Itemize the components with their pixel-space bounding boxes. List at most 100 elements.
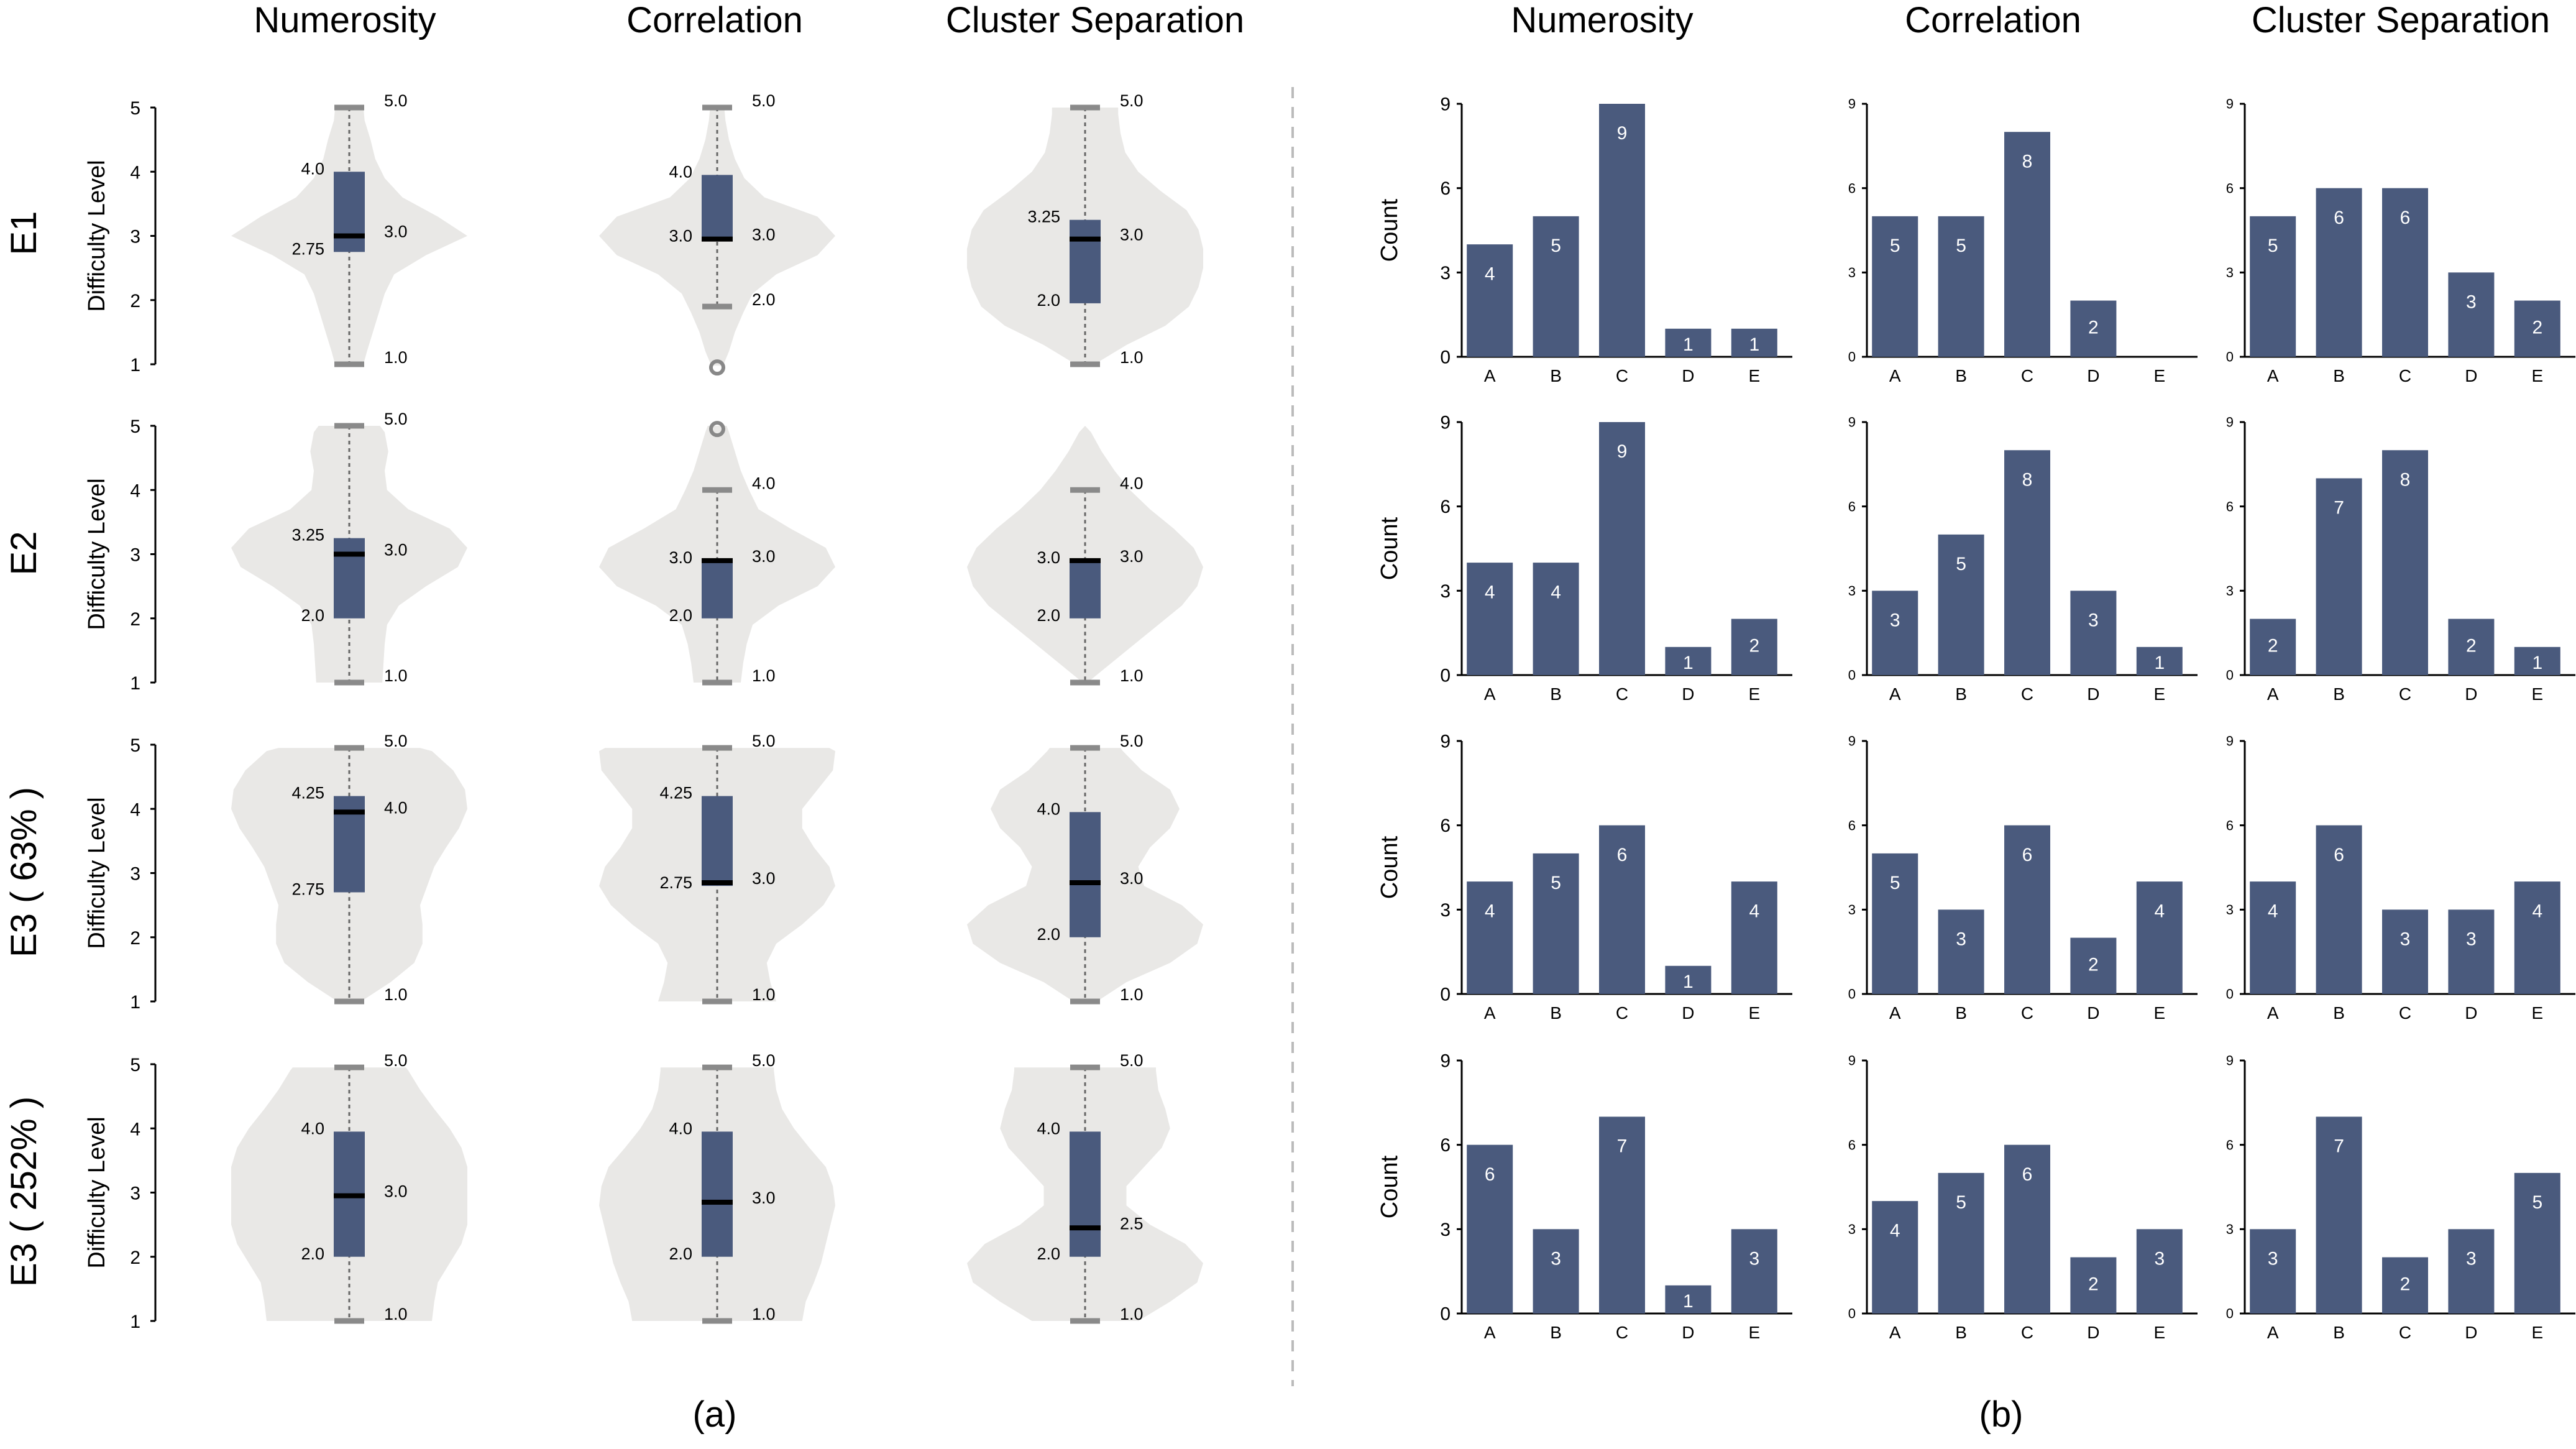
bar: [1665, 1285, 1712, 1313]
x-tick-label: A: [2267, 684, 2279, 704]
max-label: 5.0: [384, 732, 408, 750]
y-tick-label: 3: [130, 227, 140, 247]
y-tick-label: 0: [1440, 985, 1451, 1005]
bar-chart: 0 3 6 9 4 A 6 B 3 C 3 D 4 E: [2226, 734, 2575, 1023]
violin-plot: 5.0 2.0 4.0 3.0 3.0: [599, 91, 835, 376]
x-tick-label: B: [2333, 1003, 2345, 1023]
bar-value-label: 9: [1617, 123, 1628, 144]
q3-label: 3.0: [1037, 548, 1060, 567]
bar-value-label: 2: [2088, 954, 2099, 975]
bar: [1938, 1172, 1984, 1313]
x-tick-label: E: [2531, 366, 2543, 385]
x-tick-label: E: [2531, 1003, 2543, 1023]
y-tick-label: 9: [2226, 1053, 2234, 1069]
violin-plot: 5.0 1.0 3.25 2.0 3.0: [967, 91, 1203, 367]
min-label: 1.0: [384, 666, 408, 685]
violin-plot: 5.0 1.0 4.0 2.75 3.0: [231, 91, 467, 367]
y-tick-label: 9: [1848, 96, 1856, 112]
box-iqr: [1070, 1131, 1101, 1257]
min-label: 1.0: [1120, 1305, 1144, 1323]
y-axis-label: Difficulty Level: [84, 797, 110, 949]
y-tick-label: 2: [130, 291, 140, 311]
y-axis-label: Difficulty Level: [84, 160, 110, 311]
y-tick-label: 0: [1848, 349, 1856, 365]
bar-value-label: 1: [1683, 972, 1694, 992]
q1-label: 2.0: [1037, 1244, 1060, 1263]
x-tick-label: A: [2267, 366, 2279, 385]
x-tick-label: A: [2267, 1003, 2279, 1023]
y-tick-label: 3: [1848, 265, 1856, 280]
bar-value-label: 2: [2400, 1274, 2411, 1294]
x-tick-label: C: [2021, 1323, 2033, 1342]
bar-value-label: 2: [2088, 1274, 2099, 1294]
y-axis-label: Count: [1377, 1155, 1403, 1218]
bar: [2316, 188, 2362, 357]
y-tick-label: 4: [130, 162, 140, 183]
box-iqr: [1070, 812, 1101, 937]
x-tick-label: B: [1955, 366, 1967, 385]
bar: [1533, 853, 1579, 994]
bar-row: Count 0 3 6 9 4 A 5 B 9 C 1 D 1 E 0 3 6 9 5 A 5 B 8 C 2 D E 0 3 6 9 5 A 6 B…: [1377, 94, 2575, 385]
x-tick-label: C: [1616, 1323, 1628, 1342]
q3-label: 4.0: [669, 1119, 692, 1138]
bar-chart: 0 3 6 9 2 A 7 B 8 C 2 D 1 E: [2226, 415, 2575, 704]
median-label: 3.0: [1120, 226, 1144, 244]
x-tick-label: C: [2399, 684, 2411, 704]
bar-row: Count 0 3 6 9 4 A 5 B 6 C 1 D 4 E 0 3 6 9 5 A 3 B 6 C 2 D 4 E 0 3 6 9 4 A 6…: [1377, 732, 2575, 1023]
y-tick-label: 6: [1848, 1137, 1856, 1152]
panel-label-a: (a): [693, 1394, 737, 1435]
max-label: 5.0: [1120, 91, 1144, 110]
bar: [2382, 1257, 2428, 1313]
q3-label: 4.25: [659, 784, 692, 803]
bar: [1665, 646, 1712, 675]
bar-value-label: 3: [1956, 929, 1966, 950]
x-tick-label: E: [2153, 1323, 2165, 1342]
outlier-point: [709, 359, 725, 376]
y-tick-label: 2: [130, 1248, 140, 1268]
box-iqr: [702, 560, 733, 619]
max-label: 4.0: [1120, 474, 1144, 492]
panel-label-b: (b): [1979, 1394, 2024, 1435]
y-axis-label: Count: [1377, 835, 1403, 899]
x-tick-label: B: [1955, 684, 1967, 704]
bar-value-label: 5: [1956, 1192, 1966, 1213]
y-tick-label: 0: [1440, 347, 1451, 368]
y-tick-label: 9: [1440, 413, 1451, 433]
median-label: 3.0: [1120, 869, 1144, 888]
bar-value-label: 2: [2268, 635, 2278, 656]
y-tick-label: 2: [130, 609, 140, 630]
bar-value-label: 3: [2268, 1249, 2278, 1269]
bar-value-label: 5: [2268, 236, 2278, 256]
x-tick-label: B: [2333, 684, 2345, 704]
bar: [2250, 619, 2296, 675]
x-tick-label: A: [1889, 366, 1901, 385]
min-label: 1.0: [1120, 985, 1144, 1004]
q1-label: 3.0: [669, 227, 692, 246]
y-tick-label: 6: [2226, 817, 2234, 833]
x-tick-label: E: [2153, 684, 2165, 704]
bar: [1599, 422, 1645, 675]
y-tick-label: 3: [130, 545, 140, 566]
y-tick-label: 9: [1440, 94, 1451, 115]
median-label: 3.0: [752, 869, 776, 888]
bar: [2382, 450, 2428, 675]
violin-shape: [599, 426, 835, 683]
bar-value-label: 6: [2334, 208, 2344, 228]
bar: [1872, 853, 1918, 994]
bar-value-label: 3: [2400, 929, 2411, 950]
violin-row: 5 4 3 2 1 Difficulty Level 5.0 1.0 4.0 2.0 3.0 5.0 1…: [84, 1051, 1203, 1332]
x-tick-label: E: [1748, 366, 1760, 385]
x-tick-label: B: [1550, 1323, 1562, 1342]
y-tick-label: 3: [2226, 265, 2234, 280]
x-tick-label: E: [1748, 1323, 1760, 1342]
y-tick-label: 6: [2226, 1137, 2234, 1152]
x-tick-label: B: [1550, 366, 1562, 385]
bar-chart: 0 3 6 9 3 A 5 B 8 C 3 D 1 E: [1848, 415, 2198, 704]
bar-value-label: 4: [2532, 901, 2542, 921]
bar: [2316, 825, 2362, 994]
bar-chart: 0 3 6 9 4 A 5 B 6 C 2 D 3 E: [1848, 1053, 2198, 1342]
y-tick-label: 3: [1848, 1221, 1856, 1237]
bar: [2316, 1116, 2362, 1313]
x-tick-label: D: [1682, 1323, 1694, 1342]
